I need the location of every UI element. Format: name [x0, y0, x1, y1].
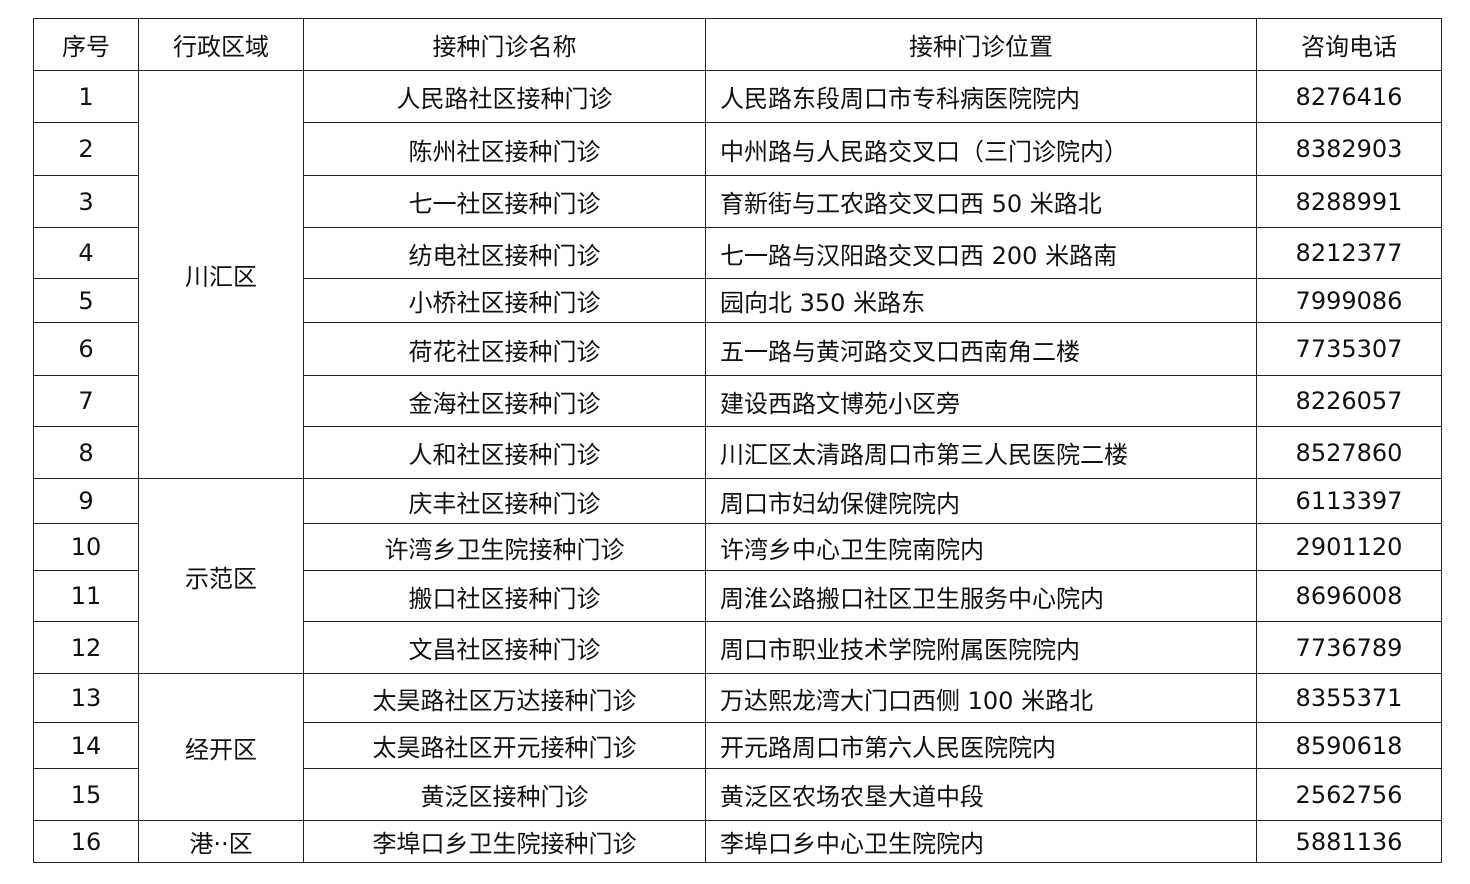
clinic-name: 纺电社区接种门诊	[303, 227, 706, 279]
table-row: 8 人和社区接种门诊 川汇区太清路周口市第三人民医院二楼 8527860	[33, 426, 1442, 479]
clinic-name: 人和社区接种门诊	[303, 426, 706, 479]
phone-number: 7999086	[1256, 278, 1442, 323]
phone-number: 8590618	[1256, 722, 1442, 769]
phone-number: 6113397	[1256, 478, 1442, 524]
phone-number: 8276416	[1256, 70, 1442, 123]
clinic-name: 李埠口乡卫生院接种门诊	[303, 820, 706, 863]
header-no: 序号	[33, 18, 139, 71]
table-row: 5 小桥社区接种门诊 园向北 350 米路东 7999086	[33, 278, 1442, 323]
table-header-row: 序号 行政区域 接种门诊名称 接种门诊位置 咨询电话	[33, 18, 1442, 71]
table-row: 11 搬口社区接种门诊 周淮公路搬口社区卫生服务中心院内 8696008	[33, 570, 1442, 622]
phone-number: 7735307	[1256, 322, 1442, 376]
clinic-location: 中州路与人民路交叉口（三门诊院内）	[705, 122, 1257, 176]
phone-number: 8527860	[1256, 426, 1442, 479]
clinic-location: 人民路东段周口市专科病医院院内	[705, 70, 1257, 123]
clinic-location: 周口市职业技术学院附属医院院内	[705, 621, 1257, 674]
vaccination-clinic-table: 序号 行政区域 接种门诊名称 接种门诊位置 咨询电话 1 川汇区 人民路社区接种门诊…	[33, 18, 1442, 863]
clinic-location: 黄泛区农场农垦大道中段	[705, 768, 1257, 821]
clinic-name: 人民路社区接种门诊	[303, 70, 706, 123]
district-cell: 港··区	[138, 820, 304, 863]
clinic-location: 周口市妇幼保健院院内	[705, 478, 1257, 524]
header-clinic-name: 接种门诊名称	[303, 18, 706, 71]
clinic-location: 许湾乡中心卫生院南院内	[705, 523, 1257, 571]
header-clinic-location: 接种门诊位置	[705, 18, 1257, 71]
row-number: 13	[33, 673, 139, 723]
phone-number: 8382903	[1256, 122, 1442, 176]
clinic-location: 开元路周口市第六人民医院院内	[705, 722, 1257, 769]
row-number: 2	[33, 122, 139, 176]
row-number: 11	[33, 570, 139, 622]
table-row: 2 陈州社区接种门诊 中州路与人民路交叉口（三门诊院内） 8382903	[33, 122, 1442, 176]
district-cell: 川汇区	[138, 70, 304, 479]
clinic-location: 李埠口乡中心卫生院院内	[705, 820, 1257, 863]
table-row: 3 七一社区接种门诊 育新街与工农路交叉口西 50 米路北 8288991	[33, 175, 1442, 228]
clinic-location: 五一路与黄河路交叉口西南角二楼	[705, 322, 1257, 376]
district-cell: 示范区	[138, 478, 304, 674]
header-phone: 咨询电话	[1256, 18, 1442, 71]
row-number: 15	[33, 768, 139, 821]
row-number: 7	[33, 375, 139, 427]
row-number: 9	[33, 478, 139, 524]
clinic-name: 金海社区接种门诊	[303, 375, 706, 427]
clinic-name: 许湾乡卫生院接种门诊	[303, 523, 706, 571]
phone-number: 5881136	[1256, 820, 1442, 863]
row-number: 4	[33, 227, 139, 279]
clinic-location: 建设西路文博苑小区旁	[705, 375, 1257, 427]
clinic-location: 周淮公路搬口社区卫生服务中心院内	[705, 570, 1257, 622]
clinic-name: 小桥社区接种门诊	[303, 278, 706, 323]
table-row: 6 荷花社区接种门诊 五一路与黄河路交叉口西南角二楼 7735307	[33, 322, 1442, 376]
clinic-name: 搬口社区接种门诊	[303, 570, 706, 622]
row-number: 8	[33, 426, 139, 479]
clinic-location: 川汇区太清路周口市第三人民医院二楼	[705, 426, 1257, 479]
row-number: 14	[33, 722, 139, 769]
clinic-name: 庆丰社区接种门诊	[303, 478, 706, 524]
table-row: 9 示范区 庆丰社区接种门诊 周口市妇幼保健院院内 6113397	[33, 478, 1442, 674]
table-row: 16 港··区 李埠口乡卫生院接种门诊 李埠口乡中心卫生院院内 5881136	[33, 820, 1442, 863]
row-number: 3	[33, 175, 139, 228]
phone-number: 8212377	[1256, 227, 1442, 279]
clinic-name: 太昊路社区万达接种门诊	[303, 673, 706, 723]
clinic-location: 七一路与汉阳路交叉口西 200 米路南	[705, 227, 1257, 279]
row-number: 10	[33, 523, 139, 571]
phone-number: 8696008	[1256, 570, 1442, 622]
header-district: 行政区域	[138, 18, 304, 71]
row-number: 1	[33, 70, 139, 123]
row-number: 16	[33, 820, 139, 863]
clinic-name: 黄泛区接种门诊	[303, 768, 706, 821]
clinic-name: 陈州社区接种门诊	[303, 122, 706, 176]
clinic-location: 育新街与工农路交叉口西 50 米路北	[705, 175, 1257, 228]
phone-number: 8355371	[1256, 673, 1442, 723]
clinic-name: 七一社区接种门诊	[303, 175, 706, 228]
row-number: 5	[33, 278, 139, 323]
table-row: 12 文昌社区接种门诊 周口市职业技术学院附属医院院内 7736789	[33, 621, 1442, 674]
phone-number: 8288991	[1256, 175, 1442, 228]
table-row: 7 金海社区接种门诊 建设西路文博苑小区旁 8226057	[33, 375, 1442, 427]
phone-number: 2901120	[1256, 523, 1442, 571]
row-number: 6	[33, 322, 139, 376]
table-row: 10 许湾乡卫生院接种门诊 许湾乡中心卫生院南院内 2901120	[33, 523, 1442, 571]
phone-number: 7736789	[1256, 621, 1442, 674]
phone-number: 2562756	[1256, 768, 1442, 821]
table-row: 15 黄泛区接种门诊 黄泛区农场农垦大道中段 2562756	[33, 768, 1442, 821]
table-row: 1 川汇区 人民路社区接种门诊 人民路东段周口市专科病医院院内 8276416	[33, 70, 1442, 479]
phone-number: 8226057	[1256, 375, 1442, 427]
clinic-location: 园向北 350 米路东	[705, 278, 1257, 323]
clinic-location: 万达熙龙湾大门口西侧 100 米路北	[705, 673, 1257, 723]
clinic-name: 太昊路社区开元接种门诊	[303, 722, 706, 769]
row-number: 12	[33, 621, 139, 674]
clinic-name: 文昌社区接种门诊	[303, 621, 706, 674]
table-row: 13 经开区 太昊路社区万达接种门诊 万达熙龙湾大门口西侧 100 米路北 835537…	[33, 673, 1442, 821]
district-cell: 经开区	[138, 673, 304, 821]
clinic-name: 荷花社区接种门诊	[303, 322, 706, 376]
